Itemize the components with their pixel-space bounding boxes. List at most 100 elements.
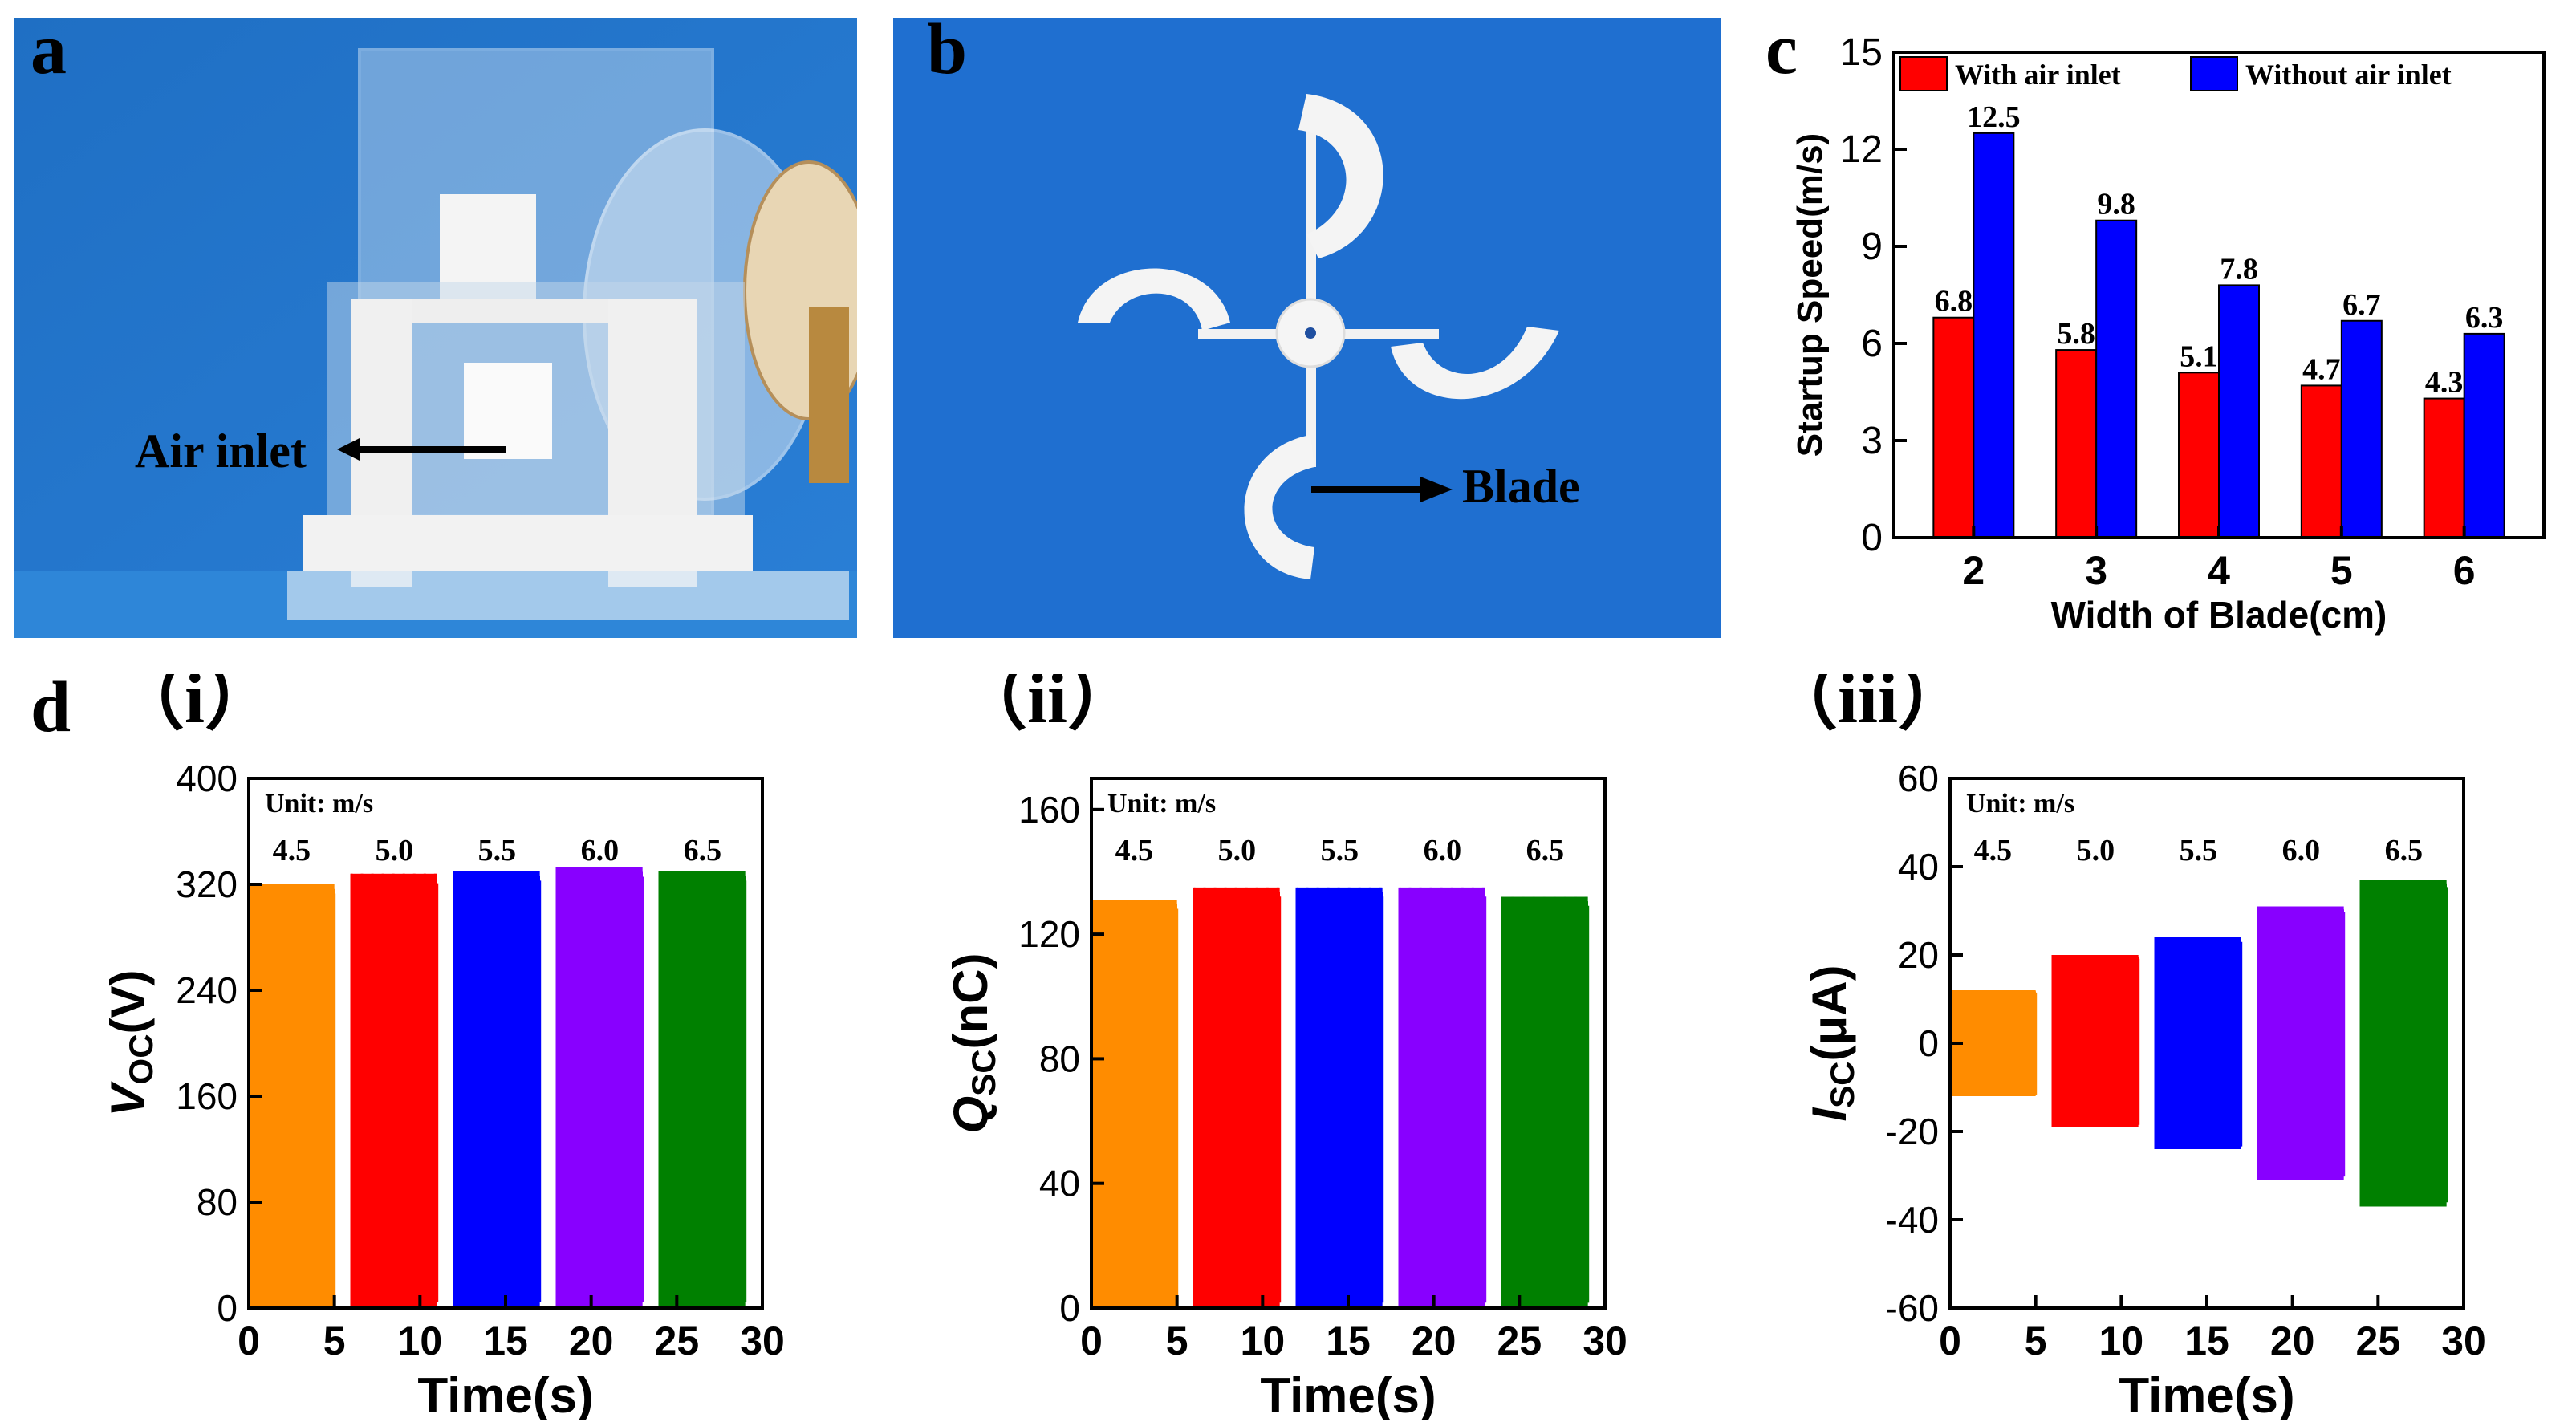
x-tick-label: 30 (2441, 1318, 2486, 1363)
panel-label-d: d (30, 668, 71, 747)
signal-trace (1090, 900, 1179, 1308)
speed-label-6.0: 6.0 (581, 834, 620, 867)
x-tick-label: 0 (1939, 1318, 1961, 1363)
y-axis-label-sub: SC (965, 1049, 1002, 1095)
panel-tag: （iii） (1765, 674, 1970, 738)
x-tick-label: 20 (569, 1318, 614, 1363)
y-tick-label: 0 (1861, 517, 1883, 559)
panel-label-b: b (927, 10, 968, 89)
legend-swatch-1 (2190, 56, 2238, 91)
y-tick-label: 9 (1861, 225, 1883, 268)
bar-value-label: 5.1 (2180, 339, 2218, 373)
x-tick-label: 25 (655, 1318, 700, 1363)
panel-tag: （ii） (955, 674, 1140, 738)
air-inlet-label: Air inlet (135, 425, 307, 477)
signal-trace (247, 884, 336, 1308)
y-tick-label: 160 (1018, 789, 1080, 831)
x-tick-label: 3 (2085, 548, 2107, 593)
signal-segment-6.0 (1398, 887, 1487, 1308)
unit-note: Unit: m/s (265, 789, 373, 819)
x-tick-label: 5 (2330, 548, 2353, 593)
y-axis-label-main: Q (944, 1096, 997, 1134)
bar-with-inlet-6 (2423, 397, 2465, 539)
x-tick-label: 5 (2025, 1318, 2047, 1363)
photo-b (893, 18, 1721, 638)
signal-segment-5.5 (2154, 937, 2243, 1149)
y-tick-label: 40 (1898, 846, 1939, 888)
x-tick-label: 20 (1412, 1318, 1457, 1363)
y-tick-label: -20 (1886, 1111, 1939, 1152)
x-axis-label: Time(s) (1260, 1368, 1436, 1420)
x-tick-label: 5 (323, 1318, 346, 1363)
signal-segment-6.0 (2257, 906, 2346, 1180)
y-tick-label: -60 (1886, 1287, 1939, 1329)
y-tick-label: 400 (176, 758, 238, 799)
legend-swatch-0 (1899, 56, 1948, 91)
y-tick-label: 0 (217, 1287, 238, 1329)
signal-segment-6.5 (658, 871, 747, 1308)
signal-segment-5.0 (350, 873, 439, 1308)
signal-segment-4.5 (1090, 900, 1179, 1308)
x-axis-label: Time(s) (417, 1368, 593, 1420)
signal-trace (2051, 955, 2140, 1127)
speed-label-6.5: 6.5 (684, 834, 722, 867)
x-tick-label: 4 (2208, 548, 2230, 593)
bar-with-inlet-5 (2300, 384, 2342, 538)
y-axis-label: Startup Speed(m/s) (1790, 133, 1830, 457)
blade-label: Blade (1462, 460, 1580, 513)
x-tick-label: 2 (1962, 548, 1985, 593)
signal-trace (1398, 887, 1487, 1308)
signal-segment-5.5 (1295, 887, 1384, 1308)
bar-value-label: 9.8 (2097, 188, 2135, 221)
y-tick-label: 20 (1898, 934, 1939, 976)
x-axis-label: Time(s) (2119, 1368, 2294, 1420)
bar-with-inlet-3 (2055, 349, 2098, 539)
signal-segment-5.0 (1193, 887, 1282, 1308)
y-axis-label-main: V (101, 1081, 155, 1117)
y-tick-label: -40 (1886, 1199, 1939, 1241)
x-tick-label: 6 (2453, 548, 2476, 593)
speed-label-6.0: 6.0 (1424, 834, 1462, 867)
signal-segment-6.0 (555, 867, 644, 1308)
photo-a (14, 18, 857, 638)
y-tick-label: 60 (1898, 758, 1939, 799)
signal-trace (2257, 906, 2346, 1180)
x-tick-label: 25 (1497, 1318, 1542, 1363)
chart-isc: （iii） Unit: m/s 4.5 5.0 5.5 6.0 6.5 -60 -40 -20 0 2… (1765, 674, 2486, 1420)
bar-value-label: 6.7 (2342, 288, 2381, 322)
x-tick-label: 10 (398, 1318, 443, 1363)
y-tick-label: 160 (176, 1075, 238, 1117)
y-axis-label-sub: OC (122, 1034, 160, 1084)
y-tick-label: 240 (176, 969, 238, 1011)
signal-trace (2154, 937, 2243, 1149)
y-axis-label: VOC(V) (101, 969, 160, 1116)
signal-segment-4.5 (247, 884, 336, 1308)
y-axis-label-unit: (V) (101, 969, 155, 1034)
panel-tag: （i） (112, 674, 277, 738)
signal-trace (1948, 990, 2038, 1096)
speed-label-5.0: 5.0 (1218, 834, 1257, 867)
panel-label-c: c (1765, 10, 1798, 89)
x-tick-label: 15 (483, 1318, 528, 1363)
legend-label-0: With air inlet (1955, 59, 2121, 91)
bar-value-label: 5.8 (2057, 317, 2095, 351)
x-tick-label: 10 (2099, 1318, 2144, 1363)
y-tick-label: 80 (1039, 1038, 1080, 1079)
x-tick-label: 25 (2356, 1318, 2401, 1363)
y-axis-label: QSC(nC) (944, 953, 1002, 1134)
bar-without-inlet-2 (1973, 132, 2015, 538)
y-tick-label: 12 (1840, 128, 1883, 171)
bar-value-label: 4.7 (2302, 352, 2341, 386)
unit-note: Unit: m/s (1107, 789, 1216, 819)
x-tick-label: 0 (238, 1318, 260, 1363)
x-tick-label: 30 (740, 1318, 785, 1363)
y-axis-label: ISC(μA) (1802, 965, 1861, 1121)
speed-label-5.5: 5.5 (2180, 834, 2218, 867)
x-axis-label: Width of Blade(cm) (2051, 594, 2387, 636)
bar-without-inlet-4 (2218, 284, 2260, 538)
signal-segment-5.5 (453, 871, 542, 1308)
air-inlet-arrow (337, 438, 506, 461)
chart-qsc: （ii） Unit: m/s 4.5 5.0 5.5 6.0 6.5 0 40 80 120 160 0… (944, 674, 1627, 1420)
speed-label-5.0: 5.0 (376, 834, 414, 867)
signal-segment-5.0 (2051, 955, 2140, 1127)
